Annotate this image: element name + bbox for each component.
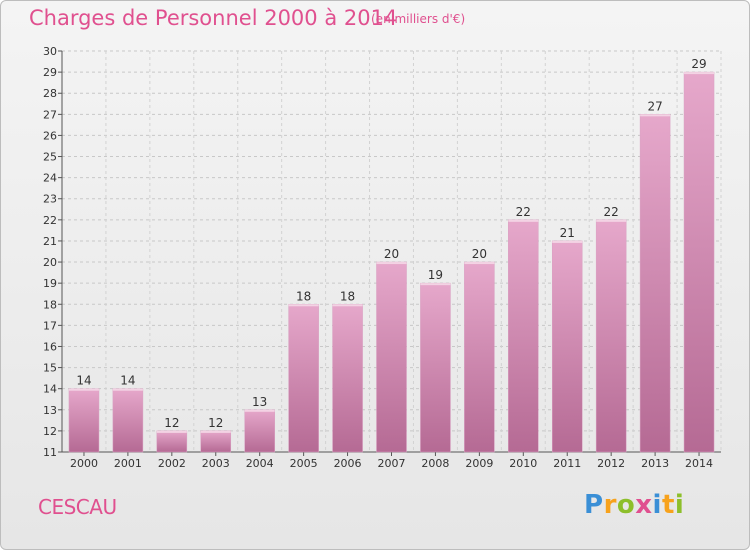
bar-highlight xyxy=(684,72,715,75)
x-tick-label: 2005 xyxy=(290,457,318,470)
y-tick-label: 22 xyxy=(43,214,57,227)
x-tick-label: 2006 xyxy=(334,457,362,470)
bar xyxy=(68,388,100,453)
data-label: 12 xyxy=(164,416,179,430)
bar-highlight xyxy=(112,388,143,391)
bar-highlight xyxy=(420,283,451,286)
y-tick-label: 16 xyxy=(43,340,57,353)
y-tick-label: 23 xyxy=(43,193,57,206)
logo-letter: i xyxy=(652,490,662,520)
y-tick-label: 26 xyxy=(43,129,57,142)
bar xyxy=(376,261,407,453)
x-tick-label: 2004 xyxy=(246,457,274,470)
bar-highlight xyxy=(288,304,319,307)
data-label: 19 xyxy=(428,268,443,282)
y-tick-label: 24 xyxy=(43,172,57,185)
y-tick-label: 11 xyxy=(43,446,57,459)
x-tick-label: 2003 xyxy=(202,457,230,470)
bars xyxy=(68,71,715,453)
data-label: 20 xyxy=(472,247,487,261)
y-tick-label: 28 xyxy=(43,87,57,100)
bar xyxy=(508,219,539,453)
labels: 11 12 13 14 15 16 17 18 19 20 21 22 23 24 25 26 27 28 29 30… xyxy=(43,45,713,470)
data-label: 29 xyxy=(691,57,706,71)
x-tick-label: 2014 xyxy=(685,457,713,470)
logo-letter: r xyxy=(603,490,617,520)
x-tick-label: 2007 xyxy=(378,457,406,470)
y-tick-label: 12 xyxy=(43,425,57,438)
y-tick-label: 25 xyxy=(43,151,57,164)
bar-highlight xyxy=(464,262,495,265)
data-label: 22 xyxy=(604,205,619,219)
y-tick-label: 13 xyxy=(43,404,57,417)
x-tick-label: 2000 xyxy=(70,457,98,470)
logo-letter: o xyxy=(616,490,636,520)
bar-highlight xyxy=(640,114,671,117)
bar xyxy=(464,261,495,453)
y-tick-label: 27 xyxy=(43,108,57,121)
data-label: 22 xyxy=(516,205,531,219)
bar-highlight xyxy=(332,304,363,307)
bar xyxy=(551,240,583,453)
logo-letter: x xyxy=(635,490,653,520)
x-tick-label: 2012 xyxy=(597,457,625,470)
y-tick-label: 18 xyxy=(43,298,57,311)
y-tick-label: 17 xyxy=(43,319,57,332)
x-tick-label: 2011 xyxy=(553,457,581,470)
bar-highlight xyxy=(200,430,231,433)
bar xyxy=(112,388,144,453)
commune-name: CESCAU xyxy=(38,495,117,519)
data-label: 18 xyxy=(340,289,355,303)
bar xyxy=(595,219,627,453)
x-tick-label: 2013 xyxy=(641,457,669,470)
logo-letter: i xyxy=(674,490,685,520)
bar-highlight xyxy=(68,388,99,391)
logo-letter: P xyxy=(584,490,604,520)
x-tick-label: 2001 xyxy=(114,457,142,470)
y-tick-label: 19 xyxy=(43,277,57,290)
bar-highlight xyxy=(376,262,407,265)
bar xyxy=(683,71,715,453)
data-label: 14 xyxy=(120,374,135,388)
data-label: 14 xyxy=(76,374,91,388)
bar xyxy=(200,430,232,453)
bar xyxy=(639,114,671,453)
x-tick-label: 2009 xyxy=(465,457,493,470)
y-tick-label: 15 xyxy=(43,362,57,375)
x-tick-label: 2008 xyxy=(421,457,449,470)
bar xyxy=(244,409,275,453)
bar xyxy=(288,304,319,453)
y-tick-label: 20 xyxy=(43,256,57,269)
logo-letter: t xyxy=(661,490,675,520)
bar-highlight xyxy=(596,219,627,222)
bar xyxy=(420,282,451,453)
bar-highlight xyxy=(244,409,275,412)
data-label: 12 xyxy=(208,416,223,430)
chart-title: Charges de Personnel 2000 à 2014 xyxy=(29,6,398,30)
data-label: 27 xyxy=(647,99,662,113)
y-tick-label: 29 xyxy=(43,66,57,79)
proxiti-logo: Proxiti xyxy=(584,490,684,520)
y-tick-label: 21 xyxy=(43,235,57,248)
data-label: 18 xyxy=(296,289,311,303)
bar-highlight xyxy=(552,240,583,243)
x-tick-label: 2010 xyxy=(509,457,537,470)
y-tick-label: 14 xyxy=(43,383,57,396)
bar xyxy=(156,430,188,453)
data-label: 20 xyxy=(384,247,399,261)
bar-highlight xyxy=(508,219,539,222)
data-label: 21 xyxy=(560,226,575,240)
x-tick-label: 2002 xyxy=(158,457,186,470)
data-label: 13 xyxy=(252,395,267,409)
y-tick-label: 30 xyxy=(43,45,57,58)
chart-subtitle: (en milliers d'€) xyxy=(371,12,466,26)
bar xyxy=(332,304,363,453)
bar-highlight xyxy=(156,430,187,433)
